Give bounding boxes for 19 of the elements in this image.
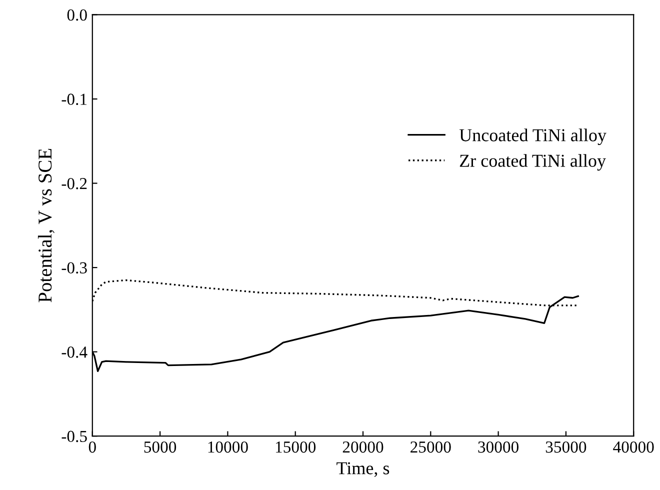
x-tick-label: 35000 bbox=[546, 441, 586, 453]
y-tick-label: -0.3 bbox=[62, 262, 87, 274]
x-tick-label: 10000 bbox=[208, 441, 248, 453]
x-axis-title: Time, s bbox=[336, 462, 390, 477]
x-tick-label: 25000 bbox=[410, 441, 451, 453]
y-tick-label: -0.4 bbox=[62, 346, 88, 358]
y-tick-label: -0.2 bbox=[62, 178, 87, 190]
x-tick-label: 40000 bbox=[613, 441, 654, 453]
x-tick-label: 20000 bbox=[342, 441, 384, 453]
x-tick-label: 5000 bbox=[144, 441, 176, 453]
legend-label: Zr coated TiNi alloy bbox=[460, 154, 606, 171]
x-tick-label: 0 bbox=[88, 441, 96, 453]
y-tick-label: -0.5 bbox=[62, 430, 87, 442]
x-tick-label: 30000 bbox=[478, 441, 518, 453]
y-tick-label: -0.1 bbox=[62, 94, 87, 105]
legend-label: Uncoated TiNi alloy bbox=[459, 128, 606, 146]
y-axis-title: Potential, V vs SCE bbox=[38, 148, 54, 302]
x-tick-label: 15000 bbox=[276, 441, 316, 453]
y-tick-label: 0.0 bbox=[67, 9, 87, 21]
